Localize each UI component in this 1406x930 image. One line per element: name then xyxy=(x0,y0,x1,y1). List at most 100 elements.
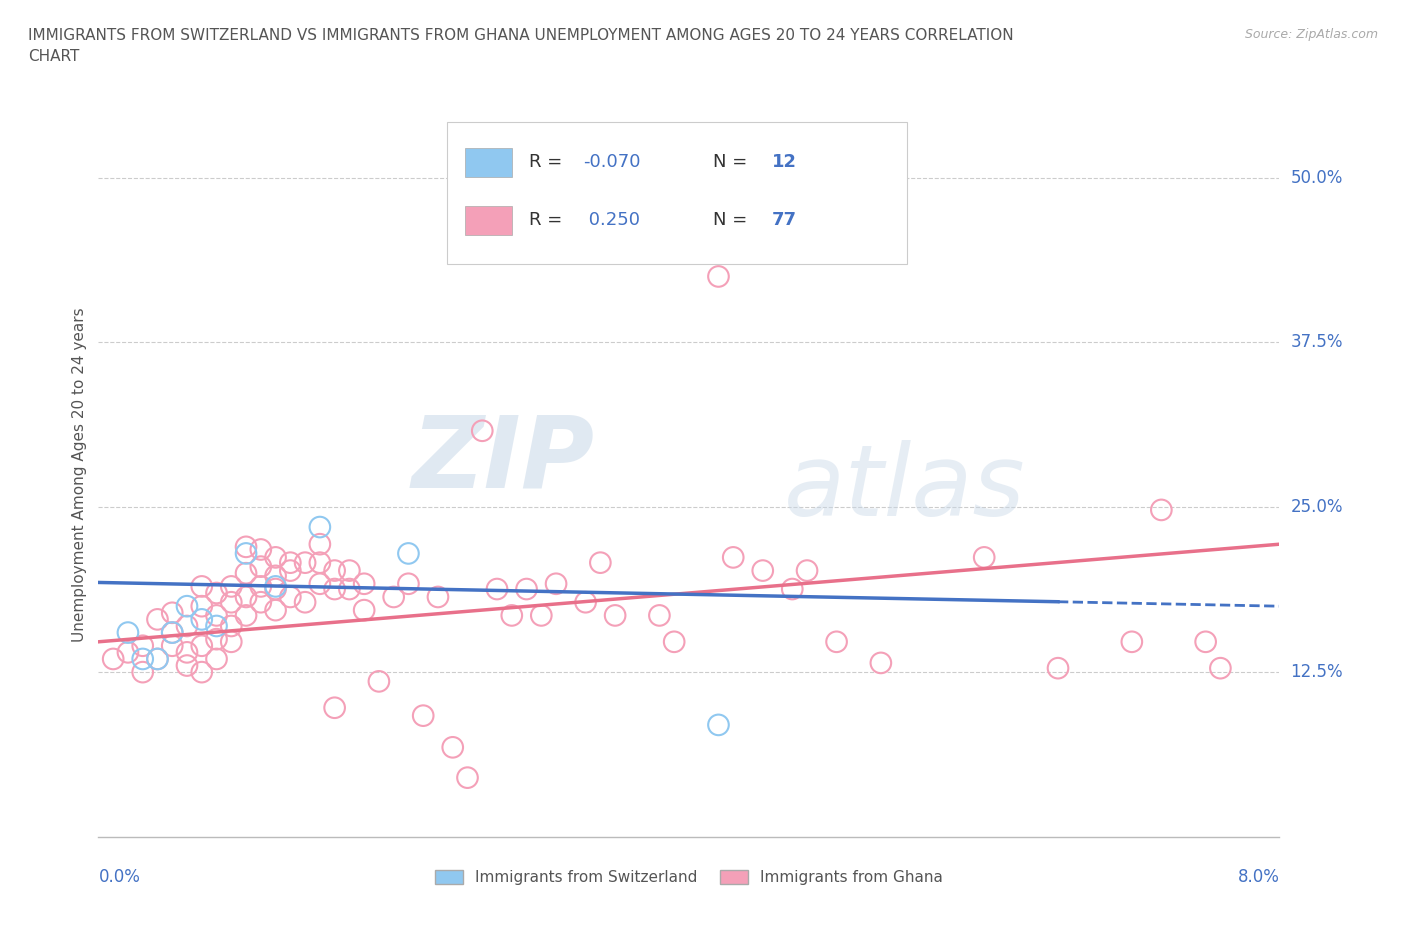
Point xyxy=(309,577,332,591)
Text: 50.0%: 50.0% xyxy=(1291,168,1343,187)
Text: 0.0%: 0.0% xyxy=(98,868,141,885)
Text: 12.5%: 12.5% xyxy=(1291,663,1343,681)
Text: N =: N = xyxy=(713,211,752,230)
Point xyxy=(162,605,183,620)
Point xyxy=(575,595,598,610)
Point xyxy=(162,625,183,640)
Point xyxy=(235,539,257,554)
Point xyxy=(471,423,494,438)
Point xyxy=(250,542,273,557)
Point xyxy=(264,550,287,565)
Point xyxy=(427,590,450,604)
Point xyxy=(796,564,818,578)
Point xyxy=(191,579,214,594)
Point xyxy=(117,625,139,640)
Text: 0.250: 0.250 xyxy=(582,211,640,230)
Point xyxy=(250,559,273,574)
Text: R =: R = xyxy=(530,153,568,171)
Y-axis label: Unemployment Among Ages 20 to 24 years: Unemployment Among Ages 20 to 24 years xyxy=(72,307,87,642)
Point xyxy=(1150,502,1173,517)
Point xyxy=(221,634,243,649)
Point xyxy=(457,770,479,785)
Point xyxy=(589,555,612,570)
Text: 37.5%: 37.5% xyxy=(1291,334,1343,352)
Point xyxy=(605,608,627,623)
Point xyxy=(1209,660,1232,675)
Point xyxy=(221,618,243,633)
Point xyxy=(648,608,671,623)
Point xyxy=(117,644,139,659)
Point xyxy=(191,612,214,627)
Point xyxy=(398,546,420,561)
Point xyxy=(250,579,273,594)
Point xyxy=(353,603,375,618)
Point xyxy=(146,652,169,667)
Point xyxy=(191,665,214,680)
Point xyxy=(723,550,745,565)
Point xyxy=(368,674,391,689)
Point xyxy=(323,581,346,596)
Point xyxy=(205,631,228,646)
Point xyxy=(103,652,125,667)
Point xyxy=(530,608,553,623)
Point xyxy=(973,550,995,565)
Point xyxy=(501,608,523,623)
Point xyxy=(221,579,243,594)
Text: 8.0%: 8.0% xyxy=(1237,868,1279,885)
Text: IMMIGRANTS FROM SWITZERLAND VS IMMIGRANTS FROM GHANA UNEMPLOYMENT AMONG AGES 20 : IMMIGRANTS FROM SWITZERLAND VS IMMIGRANT… xyxy=(28,28,1014,64)
Point xyxy=(707,269,730,284)
Text: 25.0%: 25.0% xyxy=(1291,498,1343,516)
Point xyxy=(546,577,568,591)
Point xyxy=(132,652,155,667)
Point xyxy=(1046,660,1070,675)
Point xyxy=(294,595,316,610)
Point xyxy=(280,555,302,570)
Point xyxy=(264,579,287,594)
Point xyxy=(412,709,434,724)
Point xyxy=(235,608,257,623)
Legend: Immigrants from Switzerland, Immigrants from Ghana: Immigrants from Switzerland, Immigrants … xyxy=(429,864,949,891)
Point xyxy=(1195,634,1218,649)
Point xyxy=(1121,634,1143,649)
Point xyxy=(516,581,538,596)
Text: atlas: atlas xyxy=(783,440,1025,538)
Point xyxy=(339,564,361,578)
Point xyxy=(264,568,287,583)
Point xyxy=(250,595,273,610)
Bar xyxy=(464,206,512,235)
Point xyxy=(132,665,155,680)
Point xyxy=(339,581,361,596)
Point xyxy=(132,638,155,653)
Point xyxy=(309,555,332,570)
Point xyxy=(176,658,198,673)
Point xyxy=(235,565,257,580)
Point xyxy=(825,634,848,649)
Point xyxy=(323,700,346,715)
Point xyxy=(235,590,257,604)
Point xyxy=(176,599,198,614)
Point xyxy=(162,638,183,653)
Point xyxy=(441,740,464,755)
Point xyxy=(205,586,228,601)
Text: 12: 12 xyxy=(772,153,797,171)
Text: -0.070: -0.070 xyxy=(582,153,640,171)
Point xyxy=(323,564,346,578)
Point xyxy=(707,717,730,732)
Text: Source: ZipAtlas.com: Source: ZipAtlas.com xyxy=(1244,28,1378,41)
Point xyxy=(221,595,243,610)
Point xyxy=(205,608,228,623)
Point xyxy=(309,537,332,551)
Point xyxy=(664,634,686,649)
Point xyxy=(264,603,287,618)
Point xyxy=(205,618,228,633)
Point xyxy=(280,590,302,604)
Point xyxy=(205,652,228,667)
Text: N =: N = xyxy=(713,153,752,171)
Point xyxy=(146,612,169,627)
FancyBboxPatch shape xyxy=(447,123,907,264)
Point xyxy=(398,577,420,591)
Point xyxy=(146,652,169,667)
Point xyxy=(176,644,198,659)
Point xyxy=(870,656,893,671)
Point xyxy=(486,581,509,596)
